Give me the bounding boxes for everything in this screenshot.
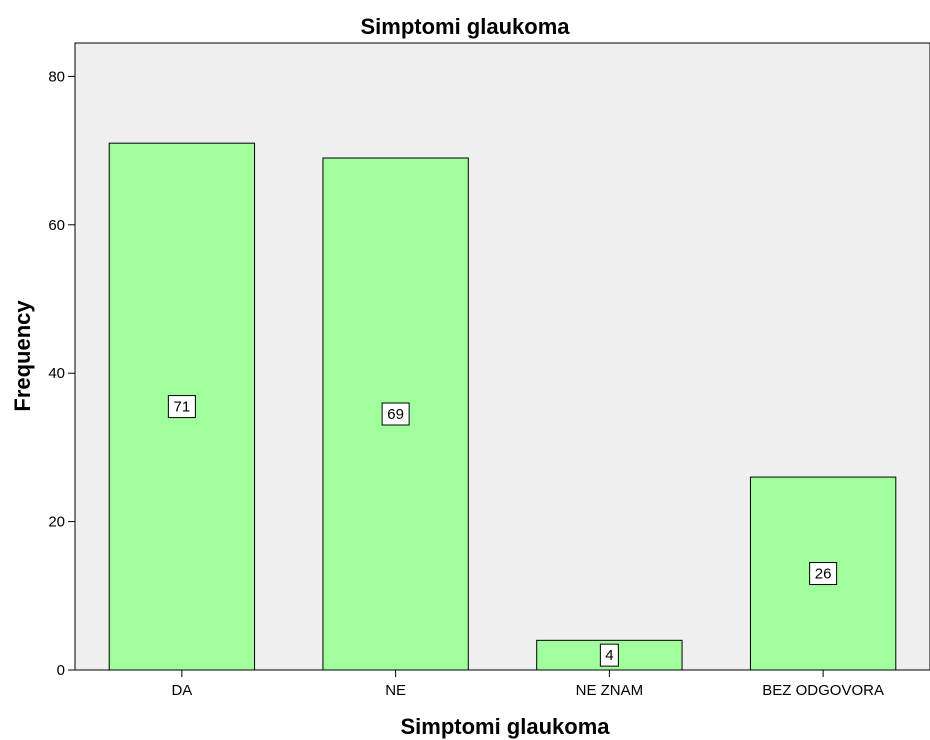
data-label: 69 — [387, 406, 404, 423]
y-tick-label: 0 — [57, 662, 65, 679]
data-label: 71 — [174, 399, 191, 416]
y-tick-label: 20 — [48, 514, 65, 531]
y-tick-label: 60 — [48, 217, 65, 234]
x-tick-label: BEZ ODGOVORA — [762, 682, 884, 699]
y-tick-label: 40 — [48, 365, 65, 382]
y-axis: 0 20 40 60 80 — [48, 68, 75, 679]
x-axis: DA NE NE ZNAM BEZ ODGOVORA — [171, 670, 884, 699]
data-label-box — [809, 562, 838, 586]
x-tick-label: NE — [385, 682, 406, 699]
y-tick-label: 80 — [48, 68, 65, 85]
chart-title: Simptomi glaukoma — [360, 14, 570, 39]
data-label: 26 — [815, 566, 832, 583]
data-label-box — [381, 402, 410, 426]
y-axis-label: Frequency — [10, 300, 35, 412]
x-axis-label: Simptomi glaukoma — [400, 714, 610, 739]
x-tick-label: DA — [171, 682, 192, 699]
data-label: 4 — [605, 647, 613, 664]
bars: 71 69 4 26 — [108, 142, 897, 671]
x-tick-label: NE ZNAM — [576, 682, 644, 699]
data-label-box — [167, 395, 196, 419]
data-label-box — [599, 643, 619, 667]
bar — [108, 142, 256, 671]
